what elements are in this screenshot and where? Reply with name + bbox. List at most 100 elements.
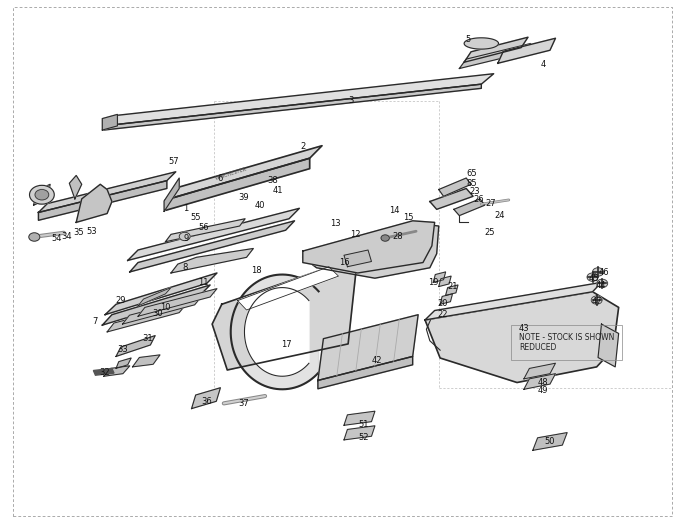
Text: 18: 18 [251, 266, 261, 276]
Circle shape [587, 273, 598, 281]
Polygon shape [107, 304, 186, 332]
Text: 3: 3 [348, 96, 354, 105]
Polygon shape [446, 285, 458, 295]
Polygon shape [122, 297, 202, 324]
Text: 45: 45 [589, 274, 599, 283]
Circle shape [35, 189, 49, 200]
Text: 44: 44 [596, 281, 606, 290]
Text: 85: 85 [466, 179, 477, 188]
Polygon shape [191, 388, 220, 408]
Text: 6: 6 [217, 174, 223, 183]
Polygon shape [164, 178, 179, 211]
Polygon shape [76, 184, 112, 222]
Text: 32: 32 [100, 368, 110, 377]
Polygon shape [166, 158, 310, 210]
Text: 36: 36 [202, 397, 212, 406]
Polygon shape [533, 433, 567, 450]
Text: 13: 13 [330, 220, 341, 229]
Circle shape [591, 296, 602, 304]
Text: 37: 37 [238, 399, 249, 408]
Text: 21: 21 [447, 281, 458, 290]
Polygon shape [303, 224, 439, 278]
Polygon shape [116, 336, 155, 357]
Text: 27: 27 [486, 199, 496, 208]
Polygon shape [69, 175, 82, 199]
Text: 7: 7 [93, 317, 98, 326]
Text: 55: 55 [191, 213, 201, 222]
Text: 17: 17 [281, 340, 292, 349]
Polygon shape [344, 250, 372, 267]
Text: 4: 4 [541, 60, 546, 70]
Polygon shape [454, 199, 485, 215]
Polygon shape [39, 180, 167, 220]
Polygon shape [39, 172, 175, 212]
Polygon shape [230, 275, 319, 389]
Text: 42: 42 [372, 356, 383, 365]
Polygon shape [128, 208, 299, 260]
Circle shape [592, 268, 603, 276]
Text: 33: 33 [118, 345, 128, 354]
Circle shape [381, 235, 389, 241]
Text: 5: 5 [465, 36, 470, 44]
Text: 29: 29 [115, 296, 125, 305]
Polygon shape [498, 38, 555, 63]
Text: 41: 41 [273, 186, 283, 195]
Circle shape [596, 279, 608, 288]
Text: 10: 10 [160, 303, 171, 312]
Polygon shape [104, 74, 494, 126]
Polygon shape [133, 355, 160, 367]
Polygon shape [166, 219, 245, 242]
Polygon shape [318, 315, 418, 380]
Polygon shape [344, 426, 375, 440]
Text: 12: 12 [350, 230, 361, 239]
Polygon shape [166, 146, 322, 200]
Text: 25: 25 [484, 229, 495, 237]
Text: 50: 50 [545, 437, 555, 446]
Polygon shape [464, 38, 499, 49]
Text: 52: 52 [358, 433, 369, 442]
Text: 1: 1 [184, 204, 189, 213]
Text: 49: 49 [538, 386, 548, 395]
Polygon shape [425, 292, 619, 382]
Circle shape [179, 232, 190, 241]
Polygon shape [104, 366, 130, 376]
Polygon shape [103, 285, 210, 325]
Text: 20: 20 [438, 299, 448, 308]
Polygon shape [440, 294, 453, 304]
Text: 24: 24 [494, 211, 504, 220]
Text: 51: 51 [358, 420, 369, 429]
Polygon shape [244, 288, 309, 376]
Text: 8: 8 [182, 263, 187, 272]
Text: 16: 16 [338, 258, 350, 267]
Text: 57: 57 [169, 157, 179, 166]
Polygon shape [433, 272, 446, 282]
Text: 54: 54 [52, 234, 62, 243]
Text: 47: 47 [592, 297, 602, 305]
Text: 65: 65 [466, 169, 477, 178]
Polygon shape [524, 363, 555, 379]
Text: 26: 26 [473, 196, 484, 204]
Text: 15: 15 [403, 213, 413, 222]
Polygon shape [130, 221, 294, 272]
Polygon shape [425, 282, 601, 320]
Polygon shape [138, 289, 217, 316]
Polygon shape [104, 84, 482, 130]
Polygon shape [303, 221, 435, 273]
Polygon shape [318, 357, 413, 389]
Polygon shape [212, 263, 356, 370]
Text: 30: 30 [152, 309, 162, 318]
Polygon shape [171, 248, 253, 273]
Polygon shape [439, 276, 451, 287]
Text: WINCHESTER: WINCHESTER [214, 167, 247, 181]
Text: 14: 14 [389, 206, 400, 215]
Text: 40: 40 [255, 201, 266, 210]
Text: 9: 9 [184, 234, 189, 243]
Text: 22: 22 [438, 310, 448, 319]
Polygon shape [460, 43, 530, 69]
Text: 11: 11 [198, 278, 208, 287]
Text: 39: 39 [239, 194, 249, 202]
Polygon shape [138, 288, 171, 306]
Text: 34: 34 [61, 232, 72, 241]
Text: 2: 2 [300, 142, 305, 151]
Polygon shape [524, 373, 555, 389]
